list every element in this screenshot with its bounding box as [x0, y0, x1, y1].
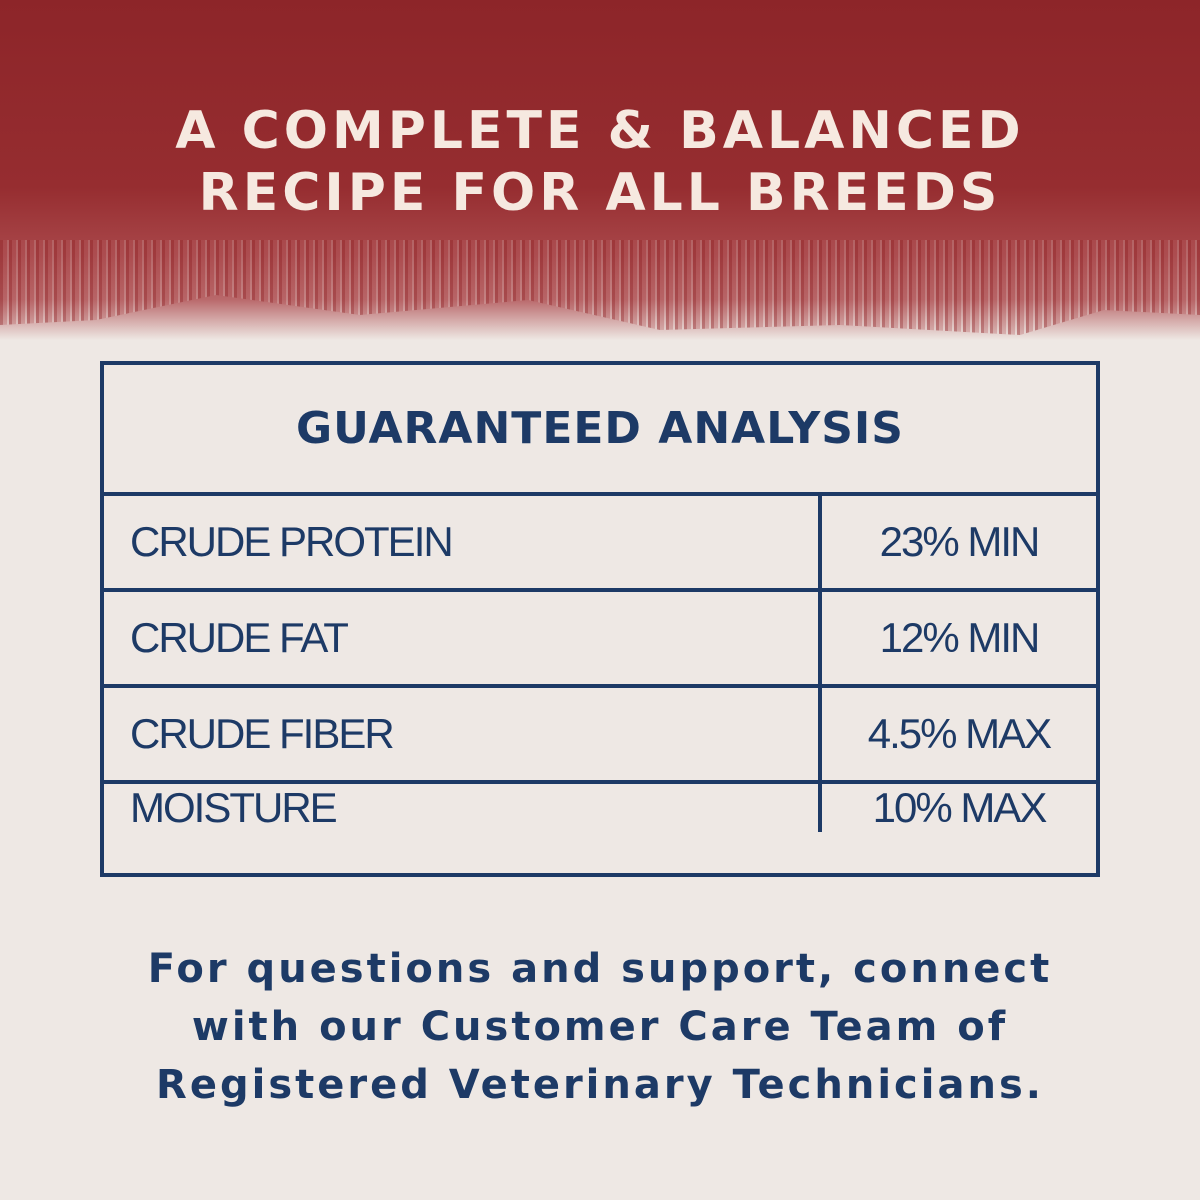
- nutrient-label: MOISTURE: [104, 784, 822, 832]
- support-message: For questions and support, connect with …: [0, 940, 1200, 1114]
- support-line-1: For questions and support, connect: [147, 946, 1053, 992]
- nutrient-value: 23% MIN: [879, 518, 1041, 565]
- nutrient-label: CRUDE FIBER: [104, 688, 822, 780]
- support-line-3: Registered Veterinary Technicians.: [156, 1062, 1044, 1108]
- headline-line-1: A COMPLETE & BALANCED: [175, 101, 1025, 161]
- guaranteed-analysis-table: GUARANTEED ANALYSIS CRUDE PROTEIN 23% MI…: [100, 361, 1100, 877]
- table-row: CRUDE FAT 12% MIN: [104, 592, 1096, 688]
- table-row: CRUDE PROTEIN 23% MIN: [104, 496, 1096, 592]
- nutrient-value: 12% MIN: [879, 614, 1041, 661]
- table-row: MOISTURE 10% MAX: [104, 784, 1096, 832]
- headline: A COMPLETE & BALANCED RECIPE FOR ALL BRE…: [0, 100, 1200, 224]
- table-row: CRUDE FIBER 4.5% MAX: [104, 688, 1096, 784]
- nutrient-label: CRUDE PROTEIN: [104, 496, 822, 588]
- table-title: GUARANTEED ANALYSIS: [104, 365, 1096, 496]
- nutrient-value: 4.5% MAX: [867, 710, 1052, 757]
- support-line-2: with our Customer Care Team of: [191, 1004, 1009, 1050]
- nutrient-label: CRUDE FAT: [104, 592, 822, 684]
- nutrient-value: 10% MAX: [872, 784, 1048, 831]
- headline-line-2: RECIPE FOR ALL BREEDS: [198, 163, 1002, 223]
